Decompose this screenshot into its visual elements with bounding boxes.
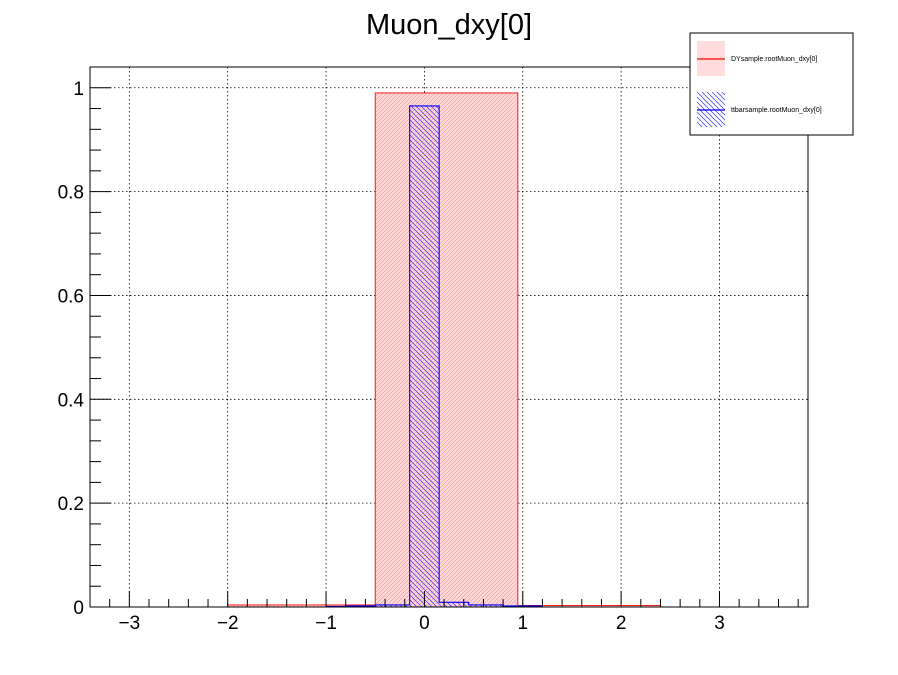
x-tick-label: −2: [217, 613, 239, 634]
x-tick-label: −1: [315, 613, 337, 634]
legend-label-dy: DYsample.rootMuon_dxy[0]: [731, 56, 817, 63]
y-tick-label: 0.4: [58, 390, 85, 411]
axis-ticks: [89, 66, 799, 608]
bar-dy-hatch: [375, 92, 518, 607]
legend-label-ttbar: ttbarsample.rootMuon_dxy[0]: [731, 107, 822, 114]
bar-dy-hatch: [227, 604, 376, 607]
bar-ttbar-hatch: [409, 105, 440, 607]
tick-labels: −3 −2 −1 0 1 2 3 0 0.2 0.4 0.6 0.8 1: [58, 79, 725, 634]
y-tick-label: 0: [73, 598, 84, 619]
histogram-bars: [90, 92, 808, 607]
series-line-ttbar: [90, 105, 808, 607]
x-tick-label: −3: [119, 613, 141, 634]
x-tick-label: 2: [616, 613, 627, 634]
legend: DYsample.rootMuon_dxy[0] ttbarsample.roo…: [689, 32, 854, 136]
x-tick-label: 3: [714, 613, 725, 634]
y-tick-label: 0.8: [58, 183, 84, 204]
bar-ttbar-hatch: [468, 604, 504, 607]
x-tick-label: 0: [419, 613, 430, 634]
bar-ttbar-hatch: [375, 604, 410, 607]
bar-ttbar-hatch: [439, 602, 469, 607]
y-tick-label: 1: [73, 79, 84, 100]
y-tick-label: 0.6: [58, 286, 84, 307]
x-tick-label: 1: [517, 613, 528, 634]
chart-title: Muon_dxy[0]: [366, 9, 532, 41]
y-tick-label: 0.2: [58, 494, 84, 515]
bar-dy-hatch: [517, 605, 661, 607]
